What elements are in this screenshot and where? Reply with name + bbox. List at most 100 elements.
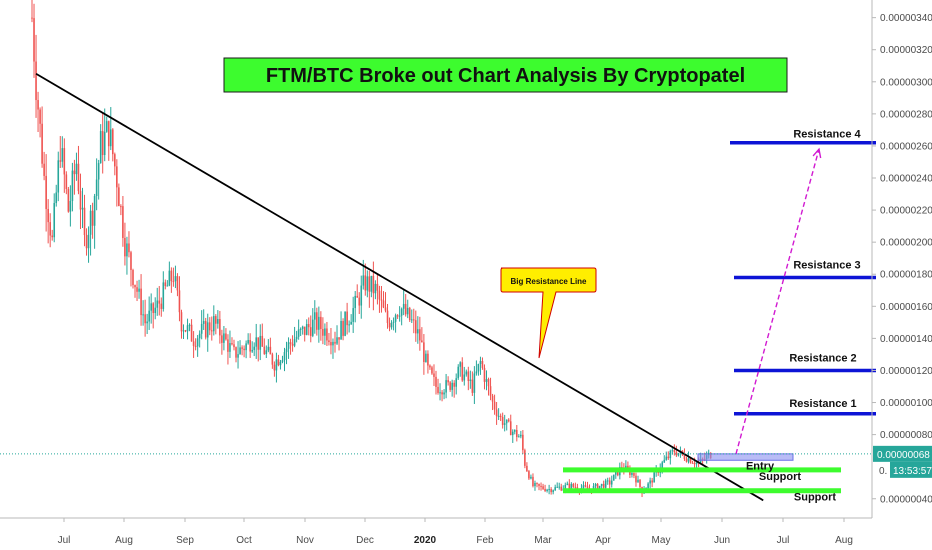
x-tick-label: Jun: [714, 535, 730, 546]
candle-body: [421, 340, 423, 343]
candle-body: [55, 192, 58, 204]
candle-body: [53, 203, 56, 238]
candle-body: [503, 423, 506, 425]
candle-body: [665, 456, 668, 460]
candle-body: [210, 330, 213, 332]
candle-body: [263, 346, 266, 355]
candle-body: [324, 328, 326, 336]
candle-body: [281, 360, 284, 362]
x-tick-label: 2020: [414, 535, 437, 546]
candle-body: [661, 462, 664, 469]
candle-body: [374, 283, 377, 294]
candle-body: [558, 486, 561, 488]
candle-body: [227, 339, 229, 352]
countdown-badge: [890, 461, 932, 478]
x-tick-label: Dec: [356, 535, 374, 546]
candle-body: [511, 431, 514, 436]
candle-body: [73, 170, 76, 175]
candle-body: [406, 307, 409, 315]
candle-body: [196, 338, 199, 347]
candle-body: [568, 483, 571, 489]
x-tick-label: Sep: [176, 535, 194, 546]
candle-body: [320, 316, 322, 329]
candle-body: [314, 312, 316, 320]
candle-body: [538, 483, 540, 486]
candle-body: [99, 131, 102, 164]
candle-body: [105, 121, 108, 132]
candle-body: [217, 319, 219, 324]
candle-body: [184, 330, 187, 332]
x-tick-label: Aug: [835, 535, 853, 546]
candle-body: [134, 285, 136, 288]
x-tick-label: Feb: [476, 535, 494, 546]
candle-body: [520, 434, 522, 437]
candle-body: [489, 386, 492, 396]
candle-body: [213, 316, 215, 332]
candle-body: [265, 350, 268, 355]
candle-body: [267, 346, 270, 351]
candle-body: [507, 419, 510, 422]
candle-body: [667, 456, 670, 459]
candle-body: [206, 322, 209, 338]
candle-body: [451, 382, 453, 390]
x-tick-label: Mar: [534, 535, 552, 546]
candle-body: [144, 314, 146, 324]
candle-body: [471, 379, 474, 393]
candle-body: [95, 179, 98, 197]
candle-body: [455, 378, 457, 387]
candle-body: [509, 421, 512, 436]
candle-body: [584, 485, 587, 487]
candle-body: [574, 486, 577, 488]
candle-body: [253, 346, 255, 350]
y-tick-label: 0.00000260: [880, 141, 932, 152]
support-band: [563, 488, 841, 494]
x-tick-label: Oct: [236, 535, 252, 546]
candle-body: [59, 160, 62, 162]
partial-price-label: 0.: [879, 466, 887, 477]
candle-body: [513, 430, 516, 432]
candle-body: [148, 310, 150, 322]
candle-body: [415, 320, 417, 334]
candle-body: [683, 454, 686, 460]
candle-body: [408, 307, 411, 321]
candle-body: [259, 335, 262, 350]
candle-body: [37, 100, 39, 110]
candle-body: [35, 61, 37, 101]
candle-body: [83, 207, 86, 236]
candle-body: [631, 472, 633, 475]
candle-body: [291, 343, 294, 346]
candle-body: [501, 416, 504, 425]
candle-body: [647, 483, 649, 489]
candle-body: [487, 379, 490, 387]
candle-body: [594, 484, 597, 487]
candle-body: [516, 430, 518, 438]
candle-body: [81, 207, 84, 210]
entry-box: [697, 453, 794, 461]
candle-body: [202, 321, 205, 324]
candle-body: [431, 367, 433, 374]
candle-body: [459, 362, 462, 367]
candle-body: [97, 163, 100, 180]
chart-title: FTM/BTC Broke out Chart Analysis By Cryp…: [266, 65, 745, 87]
candle-body: [465, 371, 468, 375]
candle-body: [354, 295, 356, 309]
candle-body: [530, 476, 532, 479]
candle-body: [166, 285, 169, 287]
candle-body: [360, 285, 363, 306]
candle-body: [497, 415, 500, 417]
candle-body: [31, 17, 33, 19]
candle-body: [429, 365, 431, 368]
x-tick-label: Nov: [296, 535, 314, 546]
candle-body: [231, 343, 233, 345]
candle-body: [156, 300, 159, 308]
candle-body: [158, 300, 161, 304]
candle-body: [435, 376, 437, 387]
candle-body: [382, 300, 385, 308]
candle-body: [467, 371, 470, 381]
candle-body: [307, 324, 310, 328]
candle-body: [69, 200, 72, 212]
candle-body: [257, 337, 260, 350]
candle-body: [582, 485, 585, 488]
candle-body: [178, 290, 181, 313]
candle-body: [172, 281, 175, 283]
